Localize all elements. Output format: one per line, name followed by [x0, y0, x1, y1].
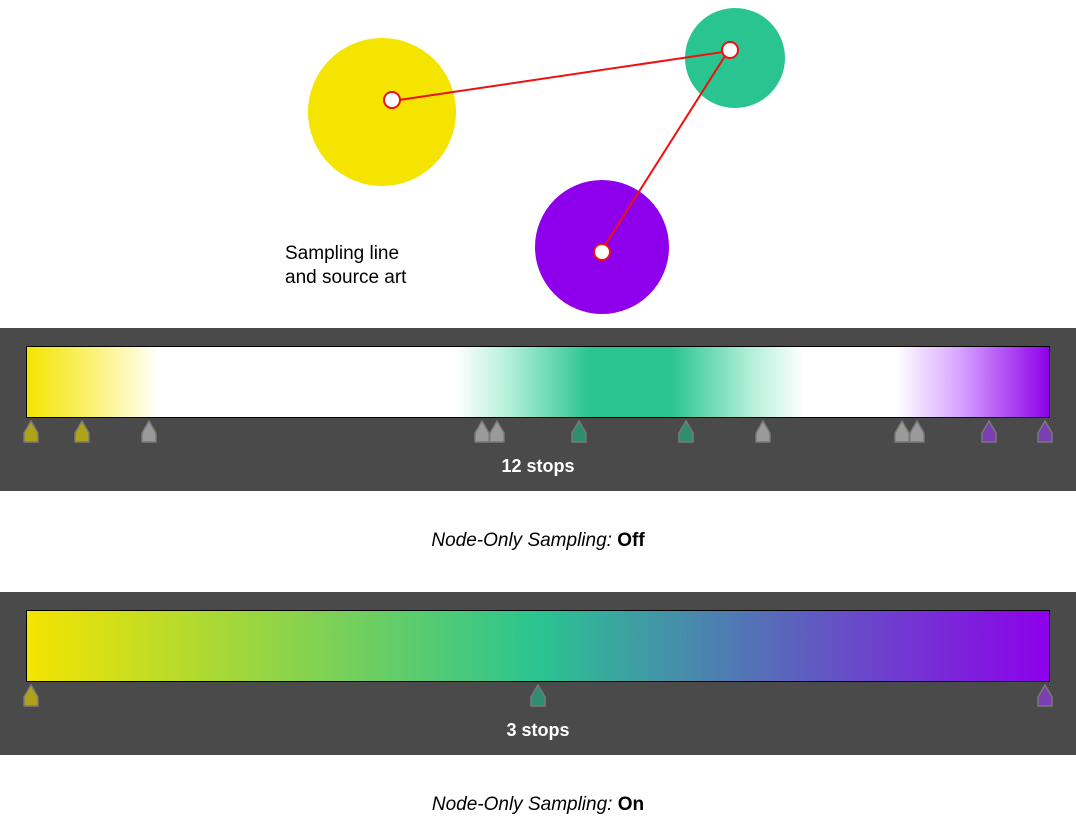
gradient-stop-marker[interactable] — [529, 684, 547, 708]
gradient-stop-marker[interactable] — [488, 420, 506, 444]
caption-line2: and source art — [285, 267, 406, 288]
gradient-panel-off: 12 stops — [0, 328, 1076, 491]
sampling-node-icon — [721, 41, 739, 59]
source-art-region: Sampling line and source art — [0, 0, 1076, 320]
gradient-stops-row-off — [26, 420, 1050, 448]
gradient-stop-marker[interactable] — [908, 420, 926, 444]
gradient-panel-on: 3 stops — [0, 592, 1076, 755]
gradient-stop-marker[interactable] — [22, 420, 40, 444]
caption-mode-off: Node-Only Sampling: — [431, 530, 612, 551]
gradient-stop-marker[interactable] — [140, 420, 158, 444]
sampling-line-segment — [600, 49, 730, 252]
gradient-stop-marker[interactable] — [22, 684, 40, 708]
sampling-node-icon — [593, 243, 611, 261]
gradient-stop-marker[interactable] — [677, 420, 695, 444]
gradient-stops-row-on — [26, 684, 1050, 712]
gradient-stop-marker[interactable] — [1036, 420, 1054, 444]
gradient-stop-marker[interactable] — [980, 420, 998, 444]
yellow-circle — [308, 38, 456, 186]
caption-mode-on: Node-Only Sampling: — [432, 794, 613, 815]
gradient-bar-off — [26, 346, 1050, 418]
gradient-stop-marker[interactable] — [754, 420, 772, 444]
caption-state-on: On — [618, 794, 644, 815]
page-root: Sampling line and source art 12 stops No… — [0, 0, 1076, 818]
sampling-node-icon — [383, 91, 401, 109]
gradient-stop-marker[interactable] — [73, 420, 91, 444]
caption-line1: Sampling line — [285, 243, 399, 264]
panel-caption-on: Node-Only Sampling: On — [0, 794, 1076, 816]
source-art-caption: Sampling line and source art — [285, 242, 406, 290]
gradient-stop-marker[interactable] — [570, 420, 588, 444]
gradient-bar-on — [26, 610, 1050, 682]
panel-caption-off: Node-Only Sampling: Off — [0, 530, 1076, 552]
gradient-stop-marker[interactable] — [1036, 684, 1054, 708]
stops-count-on: 3 stops — [26, 720, 1050, 741]
caption-state-off: Off — [617, 530, 644, 551]
stops-count-off: 12 stops — [26, 456, 1050, 477]
